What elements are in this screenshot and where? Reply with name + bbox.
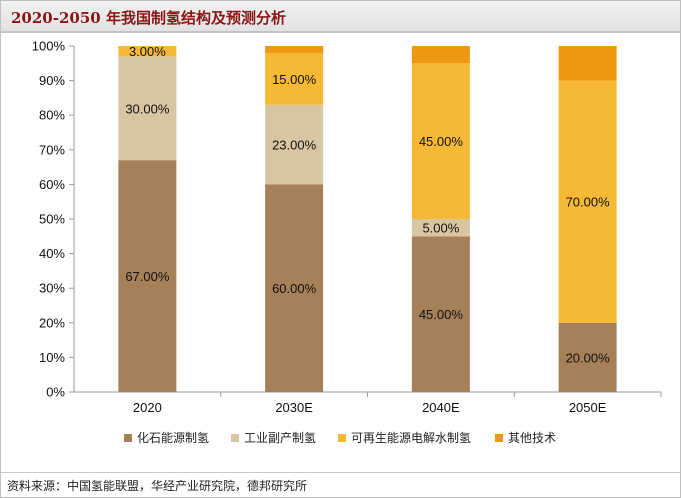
y-tick-label: 50%: [39, 212, 65, 227]
bar-segment: [265, 52, 324, 105]
source-divider: [1, 472, 680, 473]
source-note: 资料来源：中国氢能联盟，华经产业研究院，德邦研究所: [7, 479, 308, 493]
data-label: 67.00%: [125, 269, 170, 284]
y-tick-label: 20%: [39, 315, 65, 330]
legend-swatch: [495, 434, 503, 442]
data-label: 3.00%: [129, 44, 166, 59]
data-label: 23.00%: [272, 138, 317, 153]
legend-item: 化石能源制氢: [137, 430, 209, 445]
x-tick-label: 2040E: [422, 400, 460, 415]
bar-segment: [118, 46, 177, 57]
x-tick-label: 2050E: [569, 400, 607, 415]
y-tick-label: 40%: [39, 246, 65, 261]
bar-segment: [118, 160, 177, 392]
y-tick-label: 0%: [46, 385, 65, 400]
bar-segment: [265, 104, 324, 185]
y-tick-label: 10%: [39, 350, 65, 365]
bar-segment: [558, 322, 617, 392]
data-label: 60.00%: [272, 281, 317, 296]
legend-swatch: [231, 434, 239, 442]
bar-segment: [265, 184, 324, 392]
bar-segment: [411, 236, 470, 392]
y-tick-label: 70%: [39, 142, 65, 157]
bar-segment: [558, 46, 617, 81]
bar-segment: [265, 46, 324, 53]
data-label: 30.00%: [125, 101, 170, 116]
legend-swatch: [338, 434, 346, 442]
bar-segment: [411, 63, 470, 219]
bar-segment: [411, 219, 470, 237]
data-label: 45.00%: [419, 134, 464, 149]
data-labels: 67.00% 30.00% 3.00% 60.00% 23.00% 15.00% 45.00…: [125, 44, 610, 365]
legend-item: 可再生能源电解水制氢: [351, 430, 471, 445]
data-label: 5.00%: [422, 221, 459, 236]
data-label: 20.00%: [566, 350, 611, 365]
title-bar: 2020-2050 年我国制氢结构及预测分析: [1, 1, 680, 33]
legend-item: 其他技术: [508, 431, 556, 445]
data-label: 70.00%: [566, 195, 611, 210]
bars: [118, 46, 617, 392]
data-label: 15.00%: [272, 72, 317, 87]
legend-item: 工业副产制氢: [244, 430, 316, 445]
legend-swatch: [124, 434, 132, 442]
chart-title: 2020-2050 年我国制氢结构及预测分析: [11, 9, 286, 27]
y-tick-label: 100%: [32, 39, 66, 54]
bar-segment: [118, 56, 177, 161]
x-tick-labels: 2020 2030E 2040E 2050E: [133, 400, 607, 415]
legend: 化石能源制氢 工业副产制氢 可再生能源电解水制氢 其他技术: [124, 430, 556, 445]
y-tick-label: 60%: [39, 177, 65, 192]
stacked-bar-chart: 67.00% 30.00% 3.00% 60.00% 23.00% 15.00% 45.00…: [32, 39, 662, 445]
data-label: 45.00%: [419, 307, 464, 322]
y-tick-label: 30%: [39, 281, 65, 296]
y-tick-label: 90%: [39, 73, 65, 88]
y-tick-label: 80%: [39, 108, 65, 123]
x-tick-label: 2030E: [275, 400, 313, 415]
bar-segment: [558, 80, 617, 323]
x-tick-label: 2020: [133, 400, 162, 415]
bar-segment: [411, 46, 470, 64]
y-tick-labels: 0% 10% 20% 30% 40% 50% 60% 70% 80% 90% 100%: [32, 39, 66, 400]
